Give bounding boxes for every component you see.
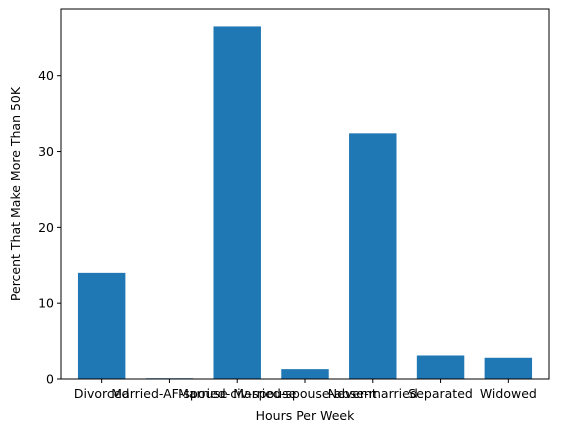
bar-widowed bbox=[484, 357, 533, 379]
y-tick-label: 0 bbox=[46, 372, 54, 387]
x-tick-label: Widowed bbox=[480, 386, 537, 401]
x-axis-ticks: DivorcedMarried-AF-spouseMarried-civ-spo… bbox=[74, 379, 537, 401]
bar-separated bbox=[416, 355, 465, 379]
bar-married-civ-spouse bbox=[213, 26, 261, 379]
x-tick-label: Married-civ-spouse bbox=[178, 386, 297, 401]
bar-divorced bbox=[77, 272, 126, 379]
x-tick-label: Married-spouse-absent bbox=[233, 386, 377, 401]
x-tick-label: Married-AF-spouse bbox=[111, 386, 228, 401]
bar-married-spouse-absent bbox=[281, 369, 329, 379]
x-tick-label: Divorced bbox=[74, 386, 130, 401]
plot-frame bbox=[60, 8, 550, 380]
bar-group bbox=[77, 26, 533, 379]
y-tick-label: 30 bbox=[38, 144, 54, 159]
bar-never-married bbox=[349, 133, 397, 379]
y-tick-label: 20 bbox=[38, 220, 54, 235]
x-tick-label: Never-married bbox=[328, 386, 418, 401]
y-axis-ticks: 0 10 20 30 40 bbox=[38, 68, 61, 387]
x-axis-title: Hours Per Week bbox=[256, 408, 355, 423]
y-tick-label: 40 bbox=[38, 68, 54, 83]
y-axis-title: Percent That Make More Than 50K bbox=[8, 86, 23, 301]
x-tick-label: Separated bbox=[408, 386, 473, 401]
y-tick-label: 10 bbox=[38, 296, 54, 311]
